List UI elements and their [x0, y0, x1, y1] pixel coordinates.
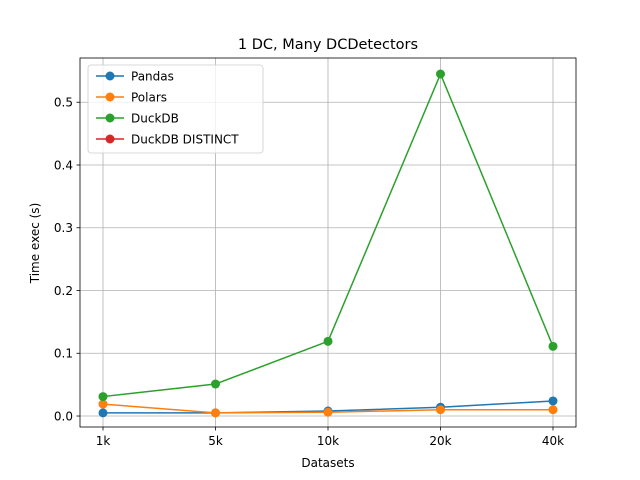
- x-tick-label: 10k: [317, 434, 339, 448]
- legend-label: Polars: [131, 91, 167, 105]
- data-point: [548, 405, 558, 415]
- legend-box: [87, 64, 264, 154]
- data-point: [211, 408, 220, 418]
- y-tick-label: 0.2: [54, 284, 73, 298]
- legend-marker: [105, 71, 115, 81]
- y-tick-label: 0.4: [54, 158, 73, 172]
- legend-marker: [105, 113, 115, 123]
- data-point: [548, 341, 558, 351]
- axes: 1k 5k 10k 20k 40k 0.0 0.1 0.2 0.3 0.4 0.5: [54, 57, 577, 448]
- plot-frame: [79, 57, 577, 428]
- data-point: [98, 399, 108, 409]
- legend-label: DuckDB: [131, 112, 179, 126]
- x-tick-label: 40k: [542, 434, 564, 448]
- data-point: [436, 69, 445, 79]
- legend: Pandas Polars DuckDB DuckDB DISTINCT: [87, 64, 264, 154]
- data-point: [98, 408, 108, 418]
- x-axis-label: Datasets: [301, 456, 354, 470]
- y-tick-label: 0.0: [54, 409, 73, 423]
- data-point: [211, 379, 220, 389]
- y-tick-label: 0.5: [54, 96, 73, 110]
- data-point: [323, 336, 333, 346]
- x-tick-label: 5k: [208, 434, 223, 448]
- chart-title: 1 DC, Many DCDetectors: [238, 37, 418, 53]
- y-tick-label: 0.3: [54, 221, 73, 235]
- y-tick-label: 0.1: [54, 347, 73, 361]
- data-point: [98, 392, 108, 402]
- series-group: [98, 69, 558, 418]
- x-tick-label: 1k: [96, 434, 111, 448]
- y-axis-label: Time exec (s): [28, 203, 42, 285]
- x-tick-label: 20k: [429, 434, 451, 448]
- data-point: [436, 405, 445, 415]
- legend-marker: [105, 134, 115, 144]
- legend-marker: [105, 92, 115, 102]
- legend-label: DuckDB DISTINCT: [131, 133, 239, 147]
- legend-label: Pandas: [131, 70, 174, 84]
- data-point: [548, 396, 558, 406]
- data-point: [323, 407, 333, 417]
